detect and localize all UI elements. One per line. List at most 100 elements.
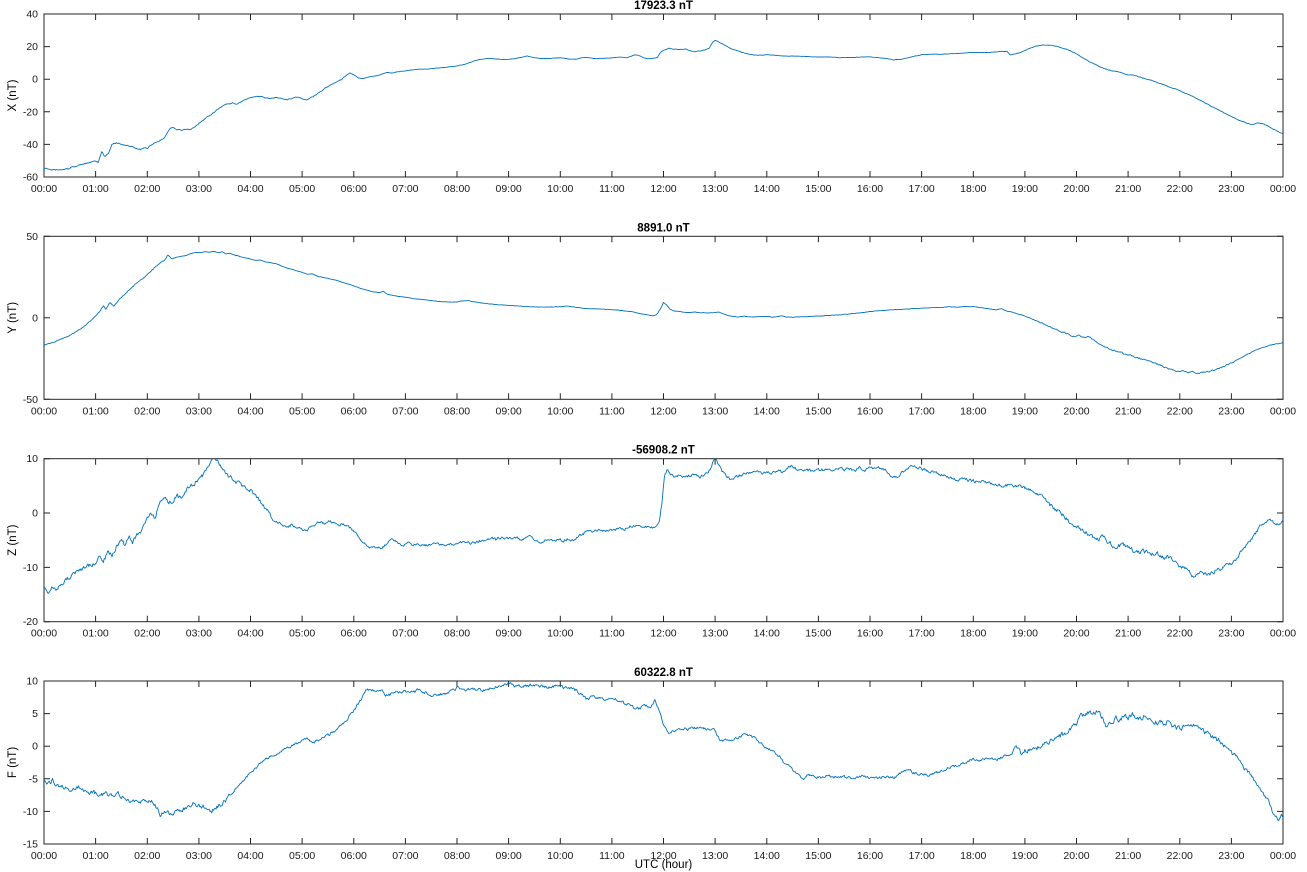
x-tick-label: 17:00 [908, 628, 934, 640]
plot-border [43, 13, 1284, 178]
y-tick-label: 10 [26, 676, 38, 688]
x-tick-label: 04:00 [237, 183, 263, 195]
y-tick-label: -50 [23, 394, 38, 406]
x-tick-label: 21:00 [1115, 850, 1141, 862]
x-tick-label: 01:00 [82, 183, 108, 195]
x-tick-label: 14:00 [754, 405, 780, 417]
x-tick-label: 08:00 [444, 183, 470, 195]
x-tick-label: 19:00 [1012, 628, 1038, 640]
x-tick-label: 07:00 [392, 628, 418, 640]
x-tick-label: 17:00 [908, 850, 934, 862]
x-tick-label: 06:00 [341, 183, 367, 195]
x-tick-label: 00:00 [31, 183, 57, 195]
x-tick-label: 00:00 [31, 628, 57, 640]
x-tick-label: 04:00 [237, 850, 263, 862]
x-tick-label: 17:00 [908, 405, 934, 417]
x-tick-label: 05:00 [289, 183, 315, 195]
x-tick-label: 11:00 [599, 405, 625, 417]
y-tick-label: 40 [26, 9, 38, 21]
x-axis-label: UTC (hour) [635, 859, 693, 871]
panel-title: -56908.2 nT [632, 445, 695, 457]
x-tick-label: 09:00 [495, 850, 521, 862]
x-tick-label: 06:00 [341, 850, 367, 862]
x-tick-label: 05:00 [289, 850, 315, 862]
x-tick-label: 13:00 [702, 183, 728, 195]
y-tick-label: 0 [32, 312, 38, 324]
x-tick-label: 02:00 [134, 405, 160, 417]
x-tick-label: 13:00 [702, 850, 728, 862]
x-tick-label: 15:00 [805, 628, 831, 640]
x-tick-label: 20:00 [1063, 183, 1089, 195]
y-tick-label: -5 [29, 773, 38, 785]
x-tick-label: 10:00 [547, 850, 573, 862]
x-tick-label: 00:00 [1270, 850, 1296, 862]
y-tick-label: -10 [23, 562, 38, 574]
x-tick-label: 14:00 [754, 850, 780, 862]
x-tick-label: 05:00 [289, 405, 315, 417]
y-axis-label: Y (nT) [7, 302, 19, 334]
x-tick-label: 12:00 [650, 405, 676, 417]
x-tick-label: 11:00 [599, 183, 625, 195]
y-axis-label: X (nT) [7, 79, 19, 111]
y-tick-label: 0 [32, 74, 38, 86]
y-tick-label: 0 [32, 508, 38, 520]
x-tick-label: 23:00 [1218, 405, 1244, 417]
x-tick-label: 00:00 [31, 405, 57, 417]
x-tick-label: 03:00 [186, 405, 212, 417]
x-tick-label: 15:00 [805, 405, 831, 417]
y-tick-label: -10 [23, 806, 38, 818]
x-tick-label: 20:00 [1063, 405, 1089, 417]
x-tick-label: 23:00 [1218, 850, 1244, 862]
x-tick-label: 03:00 [186, 628, 212, 640]
x-tick-label: 09:00 [495, 628, 521, 640]
x-tick-label: 08:00 [444, 850, 470, 862]
x-tick-label: 14:00 [754, 183, 780, 195]
x-tick-label: 22:00 [1167, 183, 1193, 195]
x-tick-label: 02:00 [134, 628, 160, 640]
x-tick-label: 00:00 [1270, 405, 1296, 417]
x-tick-label: 07:00 [392, 183, 418, 195]
x-tick-label: 09:00 [495, 405, 521, 417]
y-tick-label: -20 [23, 616, 38, 628]
x-tick-label: 21:00 [1115, 405, 1141, 417]
x-tick-label: 04:00 [237, 628, 263, 640]
y-tick-label: 20 [26, 41, 38, 53]
x-tick-label: 02:00 [134, 850, 160, 862]
x-tick-label: 16:00 [857, 183, 883, 195]
series-line-f [44, 682, 1283, 822]
y-tick-marks [44, 235, 1283, 400]
x-tick-label: 10:00 [547, 183, 573, 195]
series-line-x [44, 39, 1283, 171]
x-tick-label: 18:00 [960, 405, 986, 417]
x-tick-label: 18:00 [960, 850, 986, 862]
x-tick-label: 12:00 [650, 628, 676, 640]
x-tick-label: 18:00 [960, 183, 986, 195]
x-tick-label: 22:00 [1167, 405, 1193, 417]
x-tick-label: 00:00 [1270, 628, 1296, 640]
x-tick-label: 11:00 [599, 850, 625, 862]
x-tick-label: 02:00 [134, 183, 160, 195]
y-tick-marks [44, 458, 1283, 623]
y-axis-label: F (nT) [7, 747, 19, 778]
x-tick-label: 01:00 [82, 405, 108, 417]
x-tick-label: 15:00 [805, 850, 831, 862]
x-tick-label: 22:00 [1167, 628, 1193, 640]
x-tick-label: 23:00 [1218, 628, 1244, 640]
x-tick-label: 00:00 [1270, 183, 1296, 195]
x-tick-label: 06:00 [341, 405, 367, 417]
y-tick-marks [44, 680, 1283, 845]
panel-title: 60322.8 nT [634, 667, 693, 679]
x-tick-label: 22:00 [1167, 850, 1193, 862]
x-tick-label: 23:00 [1218, 183, 1244, 195]
x-tick-label: 10:00 [547, 628, 573, 640]
x-tick-label: 11:00 [599, 628, 625, 640]
x-tick-label: 21:00 [1115, 628, 1141, 640]
panel-title: 8891.0 nT [637, 222, 689, 234]
x-tick-label: 00:00 [31, 850, 57, 862]
x-tick-label: 14:00 [754, 628, 780, 640]
series-line-z [44, 458, 1283, 594]
x-tick-label: 01:00 [82, 850, 108, 862]
x-tick-label: 13:00 [702, 628, 728, 640]
x-tick-label: 10:00 [547, 405, 573, 417]
x-tick-label: 07:00 [392, 850, 418, 862]
